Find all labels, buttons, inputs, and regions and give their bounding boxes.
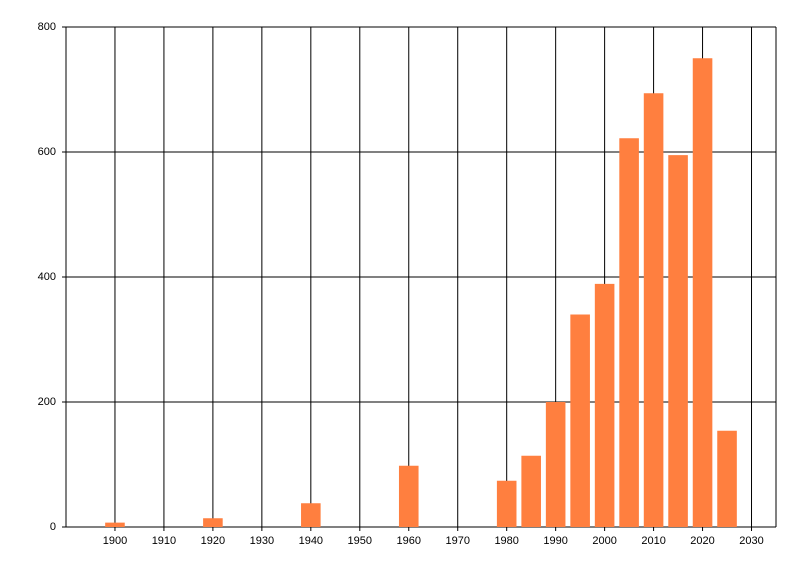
- bar: [301, 503, 321, 527]
- x-tick-label: 1900: [103, 535, 127, 547]
- x-tick-label: 1950: [348, 535, 372, 547]
- x-tick-label: 1920: [201, 535, 225, 547]
- x-tick-label: 2000: [592, 535, 616, 547]
- x-tick-label: 1940: [299, 535, 323, 547]
- bar: [398, 465, 419, 527]
- bar: [594, 283, 615, 527]
- bar: [619, 138, 639, 527]
- bar: [643, 93, 664, 527]
- x-tick-label: 1930: [250, 535, 274, 547]
- x-tick-label: 2030: [739, 535, 763, 547]
- bar: [668, 155, 688, 527]
- x-tick-label: 1990: [543, 535, 567, 547]
- bar: [203, 518, 223, 527]
- x-tick-label: 1980: [494, 535, 518, 547]
- bar: [521, 455, 541, 527]
- y-tick-label: 0: [50, 521, 56, 533]
- bar: [717, 430, 737, 527]
- x-tick-label: 2020: [690, 535, 714, 547]
- bar: [496, 480, 517, 527]
- bar: [692, 58, 713, 527]
- x-tick-label: 1970: [445, 535, 469, 547]
- y-tick-label: 800: [38, 21, 56, 33]
- y-tick-label: 600: [38, 146, 56, 158]
- bar: [105, 522, 125, 527]
- y-tick-label: 200: [38, 396, 56, 408]
- y-tick-label: 400: [38, 271, 56, 283]
- bar: [545, 402, 566, 527]
- x-tick-label: 2010: [641, 535, 665, 547]
- x-tick-label: 1910: [152, 535, 176, 547]
- x-tick-label: 1960: [397, 535, 421, 547]
- bar: [570, 314, 590, 527]
